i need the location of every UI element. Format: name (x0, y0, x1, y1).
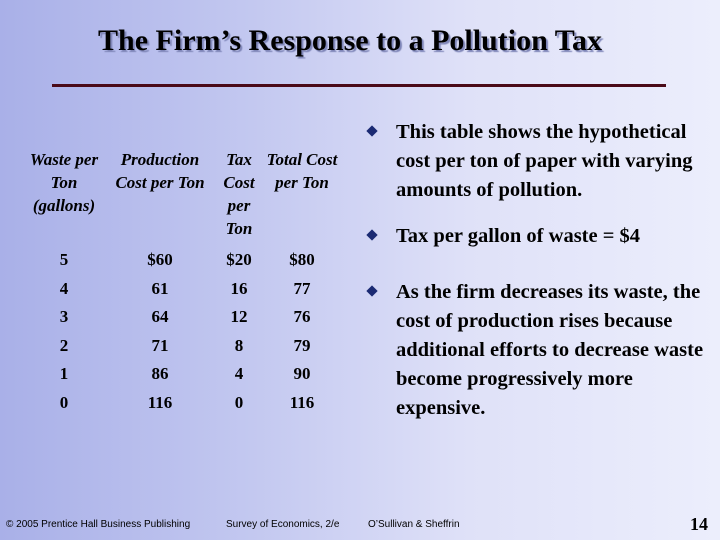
cell-waste: 2 (59, 335, 69, 355)
header-waste: Waste per Ton (gallons) (29, 150, 99, 215)
bullet-list: This table shows the hypothetical cost p… (365, 118, 717, 423)
cell-tax-cost: 16 (230, 278, 248, 298)
table-row: 3 64 12 76 (22, 303, 340, 332)
cell-waste: 0 (59, 392, 69, 412)
cell-tax-cost: 12 (230, 307, 248, 327)
cell-total-cost: 90 (293, 364, 311, 384)
cell-total-cost: 76 (293, 307, 311, 327)
cell-tax-cost: 8 (234, 335, 244, 355)
cell-production-cost: 86 (151, 364, 169, 384)
cell-total-cost: $80 (289, 250, 315, 270)
cell-waste: 5 (59, 250, 69, 270)
bullet-text: This table shows the hypothetical cost p… (396, 121, 693, 201)
diamond-bullet-icon (366, 125, 378, 137)
cell-waste: 4 (59, 278, 69, 298)
bullet-text: Tax per gallon of waste = $4 (396, 225, 641, 247)
footer-authors: O’Sullivan & Sheffrin (368, 519, 460, 530)
diamond-bullet-icon (366, 285, 378, 297)
table-row: 5 $60 $20 $80 (22, 246, 340, 275)
header-production-cost: Production Cost per Ton (115, 150, 205, 192)
cell-production-cost: 61 (151, 278, 169, 298)
bullet-item: This table shows the hypothetical cost p… (365, 118, 717, 205)
page-number: 14 (690, 514, 708, 534)
bullet-item: Tax per gallon of waste = $4 (365, 222, 717, 251)
table-row: 2 71 8 79 (22, 332, 340, 361)
cell-production-cost: $60 (147, 250, 173, 270)
cell-total-cost: 79 (293, 335, 311, 355)
cell-total-cost: 116 (289, 392, 315, 412)
cell-tax-cost: 0 (234, 392, 244, 412)
table-row: 0 116 0 116 (22, 389, 340, 418)
bullet-text: As the firm decreases its waste, the cos… (396, 281, 704, 419)
cell-production-cost: 116 (147, 392, 173, 412)
table-row: 4 61 16 77 (22, 275, 340, 304)
cell-waste: 1 (59, 364, 69, 384)
footer-copyright: © 2005 Prentice Hall Business Publishing (6, 519, 191, 530)
table-header-row: Waste per Ton (gallons) Production Cost … (22, 146, 340, 246)
cell-total-cost: 77 (293, 278, 311, 298)
cell-production-cost: 64 (151, 307, 169, 327)
footer-book-title: Survey of Economics, 2/e (226, 519, 340, 530)
cell-waste: 3 (59, 307, 69, 327)
table-row: 1 86 4 90 (22, 360, 340, 389)
cost-table: Waste per Ton (gallons) Production Cost … (22, 146, 340, 417)
cell-production-cost: 71 (151, 335, 169, 355)
cell-tax-cost: $20 (226, 250, 252, 270)
header-tax-cost: Tax Cost per Ton (223, 150, 255, 238)
bullet-item: As the firm decreases its waste, the cos… (365, 278, 717, 423)
slide-title: The Firm’s Response to a Pollution Tax (98, 24, 602, 57)
cell-tax-cost: 4 (234, 364, 244, 384)
header-total-cost: Total Cost per Ton (266, 150, 338, 192)
diamond-bullet-icon (366, 229, 378, 241)
title-underline (52, 84, 666, 87)
